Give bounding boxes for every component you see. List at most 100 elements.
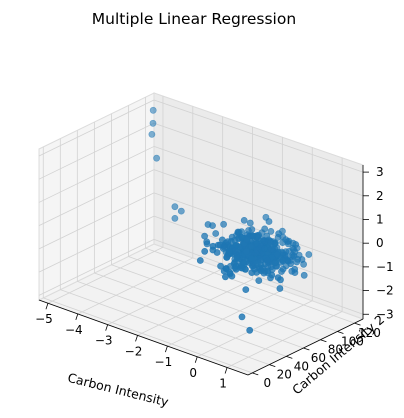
data-point (259, 264, 266, 272)
y-tick-mark (337, 331, 344, 334)
grid-z-left (38, 99, 155, 157)
data-point (246, 326, 254, 334)
y-tick-label: 20 (277, 368, 292, 382)
x-tick-mark (135, 335, 138, 342)
x-tick-label: 1 (219, 377, 227, 391)
grid-x-floor (197, 300, 313, 358)
z-tick-label: −1 (376, 260, 394, 274)
data-point (243, 235, 251, 243)
grid-y-floor (60, 289, 270, 366)
data-point (228, 233, 236, 241)
data-point (249, 232, 257, 240)
data-point (263, 256, 271, 264)
data-point (203, 238, 211, 246)
data-point (149, 119, 157, 127)
y-tick-label: 80 (328, 343, 343, 357)
chart-title: Multiple Linear Regression (92, 10, 296, 28)
chart-points (148, 106, 313, 334)
z-tick-label: 0 (376, 236, 384, 250)
grid-x-floor (47, 246, 164, 304)
data-point (220, 220, 227, 228)
data-point (279, 239, 286, 246)
grid-z-left (38, 122, 155, 180)
data-point (243, 248, 250, 255)
data-point (246, 219, 254, 227)
data-point (240, 259, 248, 266)
grid-z-back (153, 169, 364, 244)
data-point (261, 245, 268, 252)
data-point (224, 238, 232, 246)
chart-axes (38, 165, 364, 376)
z-tick-label: −3 (376, 307, 394, 321)
data-point (266, 239, 274, 247)
data-point (276, 285, 284, 292)
x-axis-label: Carbon Intensity (66, 370, 171, 410)
data-point (240, 216, 248, 224)
data-point (277, 276, 284, 284)
data-point (171, 203, 179, 211)
y-tick-mark (286, 355, 293, 359)
x-tick-label: −1 (155, 355, 173, 369)
data-point (223, 253, 230, 261)
data-point (263, 232, 271, 240)
chart-panes (37, 92, 365, 376)
data-point (237, 264, 245, 272)
grid-z-back (153, 99, 364, 173)
z-tick-label: −2 (376, 284, 394, 298)
grid-z-back (153, 146, 364, 220)
data-point (238, 313, 246, 321)
grid-y-floor (111, 264, 321, 341)
data-point (217, 262, 224, 270)
data-point (290, 246, 298, 253)
data-point (233, 254, 241, 262)
data-point (201, 247, 209, 255)
x-tick-label: −3 (95, 334, 113, 348)
grid-z-left (38, 238, 155, 296)
data-point (262, 213, 270, 221)
data-point (221, 273, 229, 281)
grid-y-floor (94, 272, 304, 349)
grid-x-floor (167, 289, 283, 347)
grid-z-left (38, 146, 155, 203)
data-point (268, 266, 276, 273)
data-point (271, 259, 279, 267)
grid-z-back (153, 122, 364, 197)
data-point (228, 272, 236, 280)
data-point (257, 256, 264, 264)
data-point (153, 154, 160, 162)
y-tick-mark (354, 322, 361, 326)
grid-y-floor (128, 256, 338, 332)
y-tick-mark (252, 372, 259, 376)
grid-z-back (153, 192, 364, 268)
data-point (247, 254, 255, 262)
data-point (201, 232, 208, 240)
data-point (226, 262, 234, 270)
data-point (300, 271, 308, 279)
data-point (177, 207, 185, 215)
data-point (255, 277, 263, 284)
grid-y-floor (43, 297, 253, 374)
x-tick-mark (194, 356, 198, 363)
y-tick-mark (303, 347, 310, 351)
x-tick-mark (45, 303, 49, 310)
z-tick-label: 1 (376, 212, 384, 226)
data-point (225, 248, 233, 256)
grid-x-floor (107, 268, 223, 326)
grid-z-left (38, 192, 155, 250)
data-point (149, 106, 157, 114)
grid-x-floor (77, 257, 193, 315)
grid-z-left (38, 215, 155, 273)
y-tick-label: 60 (311, 351, 326, 365)
grid-x-floor (226, 311, 343, 368)
data-point (238, 228, 245, 236)
data-point (258, 235, 265, 243)
grid-z-back (153, 238, 364, 315)
y-tick-label: 40 (294, 359, 309, 373)
data-point (248, 226, 256, 233)
x-tick-mark (165, 345, 168, 353)
grid-y-floor (145, 247, 355, 324)
data-point (279, 265, 287, 273)
data-point (171, 214, 179, 222)
